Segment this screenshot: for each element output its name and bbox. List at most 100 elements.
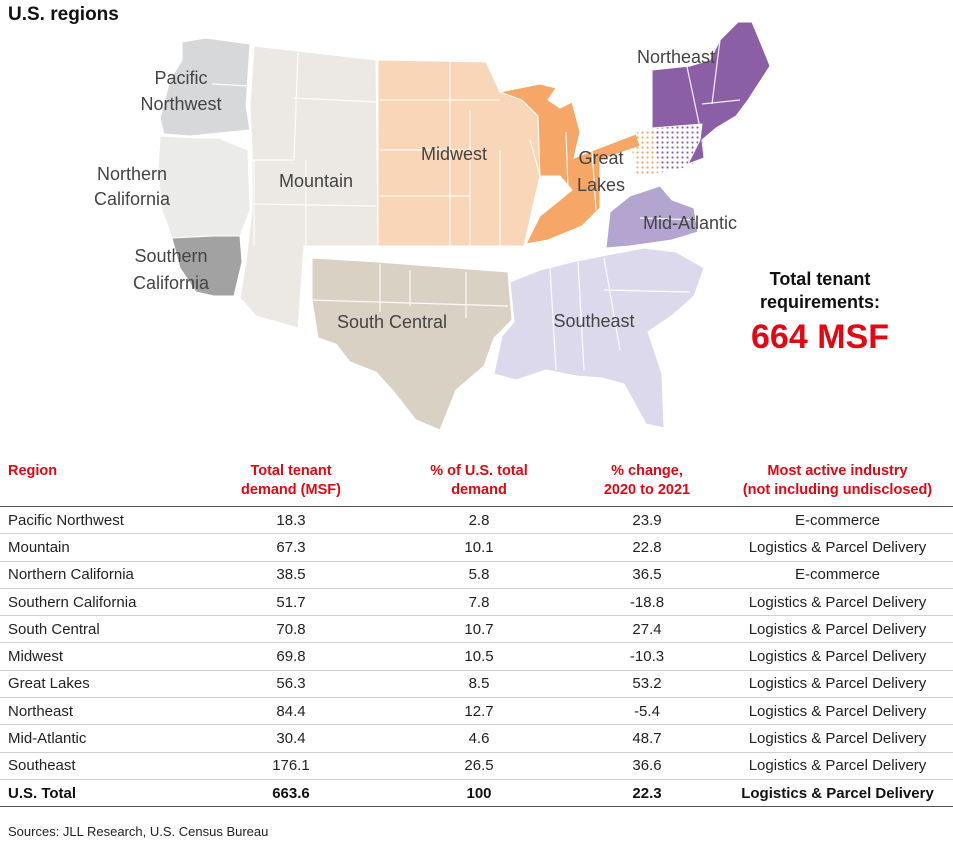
- cell-industry: E-commerce: [722, 561, 953, 589]
- cell-demand: 30.4: [196, 724, 386, 753]
- label-southern-california: California: [133, 273, 210, 293]
- region-northeast[interactable]: [651, 21, 771, 165]
- table-row: Great Lakes 56.3 8.5 53.2 Logistics & Parcel…: [0, 670, 953, 699]
- header-region: Region: [0, 462, 196, 507]
- cell-industry: Logistics & Parcel Delivery: [722, 615, 953, 644]
- cell-pct: 12.7: [386, 697, 572, 726]
- cell-change: -5.4: [572, 697, 722, 726]
- cell-change: 36.6: [572, 752, 722, 780]
- header-pct: % of U.S. total demand: [386, 462, 572, 507]
- table-row: Mid-Atlantic 30.4 4.6 48.7 Logistics & Parce…: [0, 724, 953, 753]
- cell-industry: Logistics & Parcel Delivery: [722, 670, 953, 699]
- cell-change: 48.7: [572, 724, 722, 753]
- cell-industry: E-commerce: [722, 506, 953, 535]
- cell-region: Mountain: [0, 533, 196, 562]
- cell-industry: Logistics & Parcel Delivery: [722, 724, 953, 753]
- region-great-lakes[interactable]: [498, 83, 641, 245]
- cell-pct: 2.8: [386, 506, 572, 535]
- cell-change: 36.5: [572, 561, 722, 589]
- cell-industry: Logistics & Parcel Delivery: [722, 533, 953, 562]
- us-regions-map: Pacific Northwest Northern California So…: [94, 21, 771, 431]
- cell-region: Mid-Atlantic: [0, 724, 196, 753]
- cell-change: 22.3: [572, 778, 722, 808]
- cell-demand: 67.3: [196, 533, 386, 562]
- table-row: Southern California 51.7 7.8 -18.8 Logistics…: [0, 588, 953, 617]
- label-northern-california: California: [94, 189, 171, 209]
- regions-table: Region Total tenant demand (MSF) % of U.S…: [0, 462, 953, 808]
- cell-pct: 26.5: [386, 752, 572, 780]
- total-requirements-label: requirements:: [759, 292, 881, 312]
- cell-change: 22.8: [572, 533, 722, 562]
- cell-region: South Central: [0, 615, 196, 644]
- total-requirements-callout: Total tenant requirements: 664 MSF: [740, 268, 900, 356]
- cell-region: Pacific Northwest: [0, 506, 196, 535]
- cell-demand: 69.8: [196, 642, 386, 671]
- label-great-lakes: Great: [578, 148, 623, 168]
- table-row: Midwest 69.8 10.5 -10.3 Logistics & Parcel D…: [0, 642, 953, 671]
- header-industry: Most active industry (not including undis…: [722, 462, 953, 507]
- label-mountain: Mountain: [279, 171, 353, 191]
- cell-industry: Logistics & Parcel Delivery: [722, 752, 953, 780]
- cell-region: Southeast: [0, 752, 196, 780]
- label-mid-atlantic: Mid-Atlantic: [643, 213, 737, 233]
- cell-industry: Logistics & Parcel Delivery: [722, 588, 953, 617]
- cell-change: 27.4: [572, 615, 722, 644]
- label-pacific-northwest: Pacific: [154, 68, 207, 88]
- sources-note: Sources: JLL Research, U.S. Census Burea…: [8, 824, 269, 839]
- region-northern-california[interactable]: [157, 135, 251, 239]
- region-south-central[interactable]: [311, 257, 513, 431]
- label-midwest: Midwest: [421, 144, 487, 164]
- label-southeast: Southeast: [553, 311, 634, 331]
- cell-demand: 51.7: [196, 588, 386, 617]
- table-header-row: Region Total tenant demand (MSF) % of U.S…: [0, 462, 953, 507]
- cell-demand: 176.1: [196, 752, 386, 780]
- cell-region: U.S. Total: [0, 778, 196, 808]
- state-borders: [211, 39, 741, 371]
- cell-pct: 100: [386, 778, 572, 808]
- label-south-central: South Central: [337, 312, 447, 332]
- cell-change: -18.8: [572, 588, 722, 617]
- region-southern-california[interactable]: [171, 235, 243, 297]
- page-title: U.S. regions: [8, 4, 119, 25]
- region-pacific-northwest[interactable]: [159, 37, 251, 137]
- region-southeast[interactable]: [493, 247, 705, 429]
- table-row: Mountain 67.3 10.1 22.8 Logistics & Parcel D…: [0, 533, 953, 562]
- cell-region: Southern California: [0, 588, 196, 617]
- cell-demand: 84.4: [196, 697, 386, 726]
- table-row: South Central 70.8 10.7 27.4 Logistics & Par…: [0, 615, 953, 644]
- total-requirements-label: Total tenant: [769, 269, 871, 289]
- label-great-lakes: Lakes: [577, 175, 625, 195]
- cell-region: Great Lakes: [0, 670, 196, 699]
- cell-demand: 663.6: [196, 778, 386, 808]
- cell-region: Northern California: [0, 561, 196, 589]
- label-pacific-northwest: Northwest: [140, 94, 221, 114]
- label-southern-california: Southern: [134, 246, 207, 266]
- cell-pct: 10.1: [386, 533, 572, 562]
- cell-demand: 38.5: [196, 561, 386, 589]
- table-row: Northern California 38.5 5.8 36.5 E-commerce: [0, 561, 953, 589]
- table-row: Pacific Northwest 18.3 2.8 23.9 E-commerce: [0, 506, 953, 535]
- cell-industry: Logistics & Parcel Delivery: [722, 697, 953, 726]
- cell-pct: 7.8: [386, 588, 572, 617]
- header-change: % change, 2020 to 2021: [572, 462, 722, 507]
- table-total-row: U.S. Total 663.6 100 22.3 Logistics & Pa…: [0, 778, 953, 808]
- table-row: Northeast 84.4 12.7 -5.4 Logistics & Parcel …: [0, 697, 953, 726]
- cell-pct: 10.5: [386, 642, 572, 671]
- cell-demand: 18.3: [196, 506, 386, 535]
- cell-change: 23.9: [572, 506, 722, 535]
- cell-change: -10.3: [572, 642, 722, 671]
- cell-region: Midwest: [0, 642, 196, 671]
- cell-industry: Logistics & Parcel Delivery: [722, 642, 953, 671]
- cell-industry: Logistics & Parcel Delivery: [722, 778, 953, 808]
- cell-region: Northeast: [0, 697, 196, 726]
- cell-demand: 56.3: [196, 670, 386, 699]
- label-northeast: Northeast: [637, 47, 715, 67]
- header-demand: Total tenant demand (MSF): [196, 462, 386, 507]
- label-northern-california: Northern: [97, 164, 167, 184]
- total-requirements-value: 664 MSF: [751, 318, 889, 356]
- cell-change: 53.2: [572, 670, 722, 699]
- table-row: Southeast 176.1 26.5 36.6 Logistics & Parcel…: [0, 752, 953, 780]
- cell-pct: 5.8: [386, 561, 572, 589]
- cell-pct: 10.7: [386, 615, 572, 644]
- cell-demand: 70.8: [196, 615, 386, 644]
